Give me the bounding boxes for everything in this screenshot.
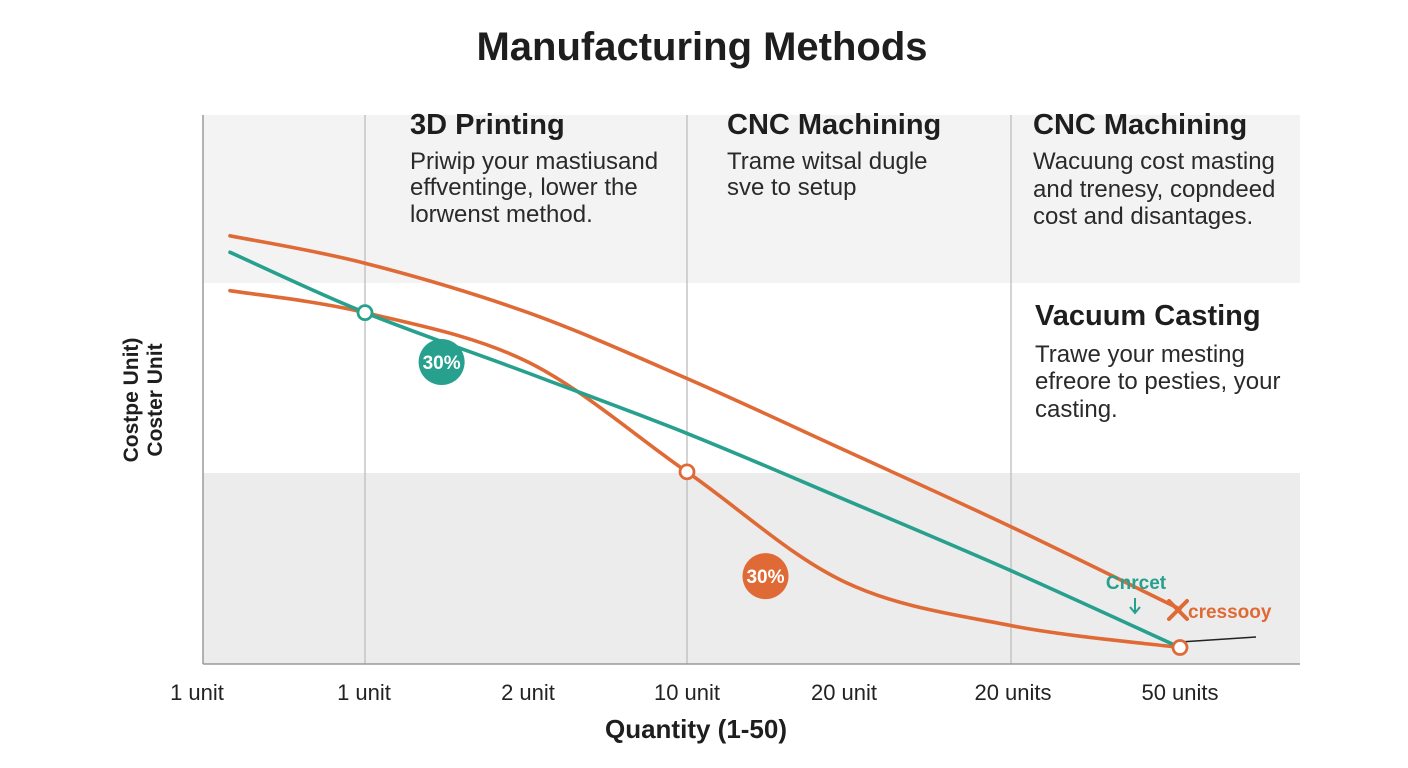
region-desc-line: sve to setup <box>727 174 856 201</box>
region-heading-vacuum-casting: Vacuum Casting <box>1035 300 1261 332</box>
region-vacuum-casting: Vacuum Casting Trawe your mesting efreor… <box>1035 300 1280 423</box>
marker-layer: 30% 30% <box>356 304 1189 656</box>
percent-badge-circle <box>418 339 465 386</box>
region-cnc-machining-2: CNC Machining Wacuung cost masting and t… <box>1033 109 1275 230</box>
region-desc-line: lorwenst method. <box>410 201 593 228</box>
y-axis-label: Costpe Unit) Coster Unit <box>120 338 167 463</box>
region-desc-line: Trawe your mesting <box>1035 341 1245 368</box>
region-desc-line: cost and disantages. <box>1033 203 1253 230</box>
x-tick-label: 20 unit <box>811 680 877 705</box>
region-desc-line: and trenesy, copndeed <box>1033 176 1275 203</box>
percent-badge-circle <box>742 553 789 600</box>
region-desc-line: Priwip your mastiusand <box>410 148 658 175</box>
region-heading-cnc-machining: CNC Machining <box>727 109 941 141</box>
data-point-marker <box>356 304 374 322</box>
chart-title: Manufacturing Methods <box>476 25 927 69</box>
x-tick-label: 10 unit <box>654 680 720 705</box>
down-arrow-icon <box>1129 598 1141 615</box>
x-tick-label: 1 unit <box>170 680 224 705</box>
cross-icon <box>1167 599 1189 621</box>
x-axis-title: Quantity (1-50) <box>605 714 787 744</box>
x-tick-label: 1 unit <box>337 680 391 705</box>
region-desc-line: effventinge, lower the <box>410 174 638 201</box>
band-top <box>203 115 1300 283</box>
annotation-cnrcet: Cnrcet <box>1106 573 1167 594</box>
region-3d-printing: 3D Printing Priwip your mastiusand effve… <box>410 109 658 228</box>
percent-badge-label: 30% <box>746 567 784 588</box>
data-point-marker <box>678 463 696 481</box>
region-desc-line: Trame witsal dugle <box>727 148 928 175</box>
x-tick-label: 2 unit <box>501 680 555 705</box>
annotation-cressooy: cressooy <box>1188 602 1272 623</box>
percent-badge: 30% <box>742 553 789 600</box>
x-tick-label: 20 units <box>974 680 1051 705</box>
x-tick-label: 50 units <box>1141 680 1218 705</box>
x-ticks: 1 unit 1 unit 2 unit 10 unit 20 unit 20 … <box>170 680 1218 705</box>
data-point-marker <box>1171 639 1189 656</box>
y-axis-label-line-1: Costpe Unit) <box>120 338 143 463</box>
region-desc-line: Wacuung cost masting <box>1033 148 1275 175</box>
region-desc-line: efreore to pesties, your <box>1035 368 1280 395</box>
region-heading-cnc-machining: CNC Machining <box>1033 109 1247 141</box>
region-desc-line: casting. <box>1035 396 1118 423</box>
end-pointer-line <box>1179 636 1257 643</box>
y-axis-label-line-2: Coster Unit <box>144 343 167 456</box>
percent-badge: 30% <box>418 339 465 386</box>
region-heading-3d-printing: 3D Printing <box>410 109 565 141</box>
percent-badge-label: 30% <box>423 353 461 374</box>
region-cnc-machining-1: CNC Machining Trame witsal dugle sve to … <box>727 109 941 201</box>
series-line-1 <box>228 234 1182 611</box>
